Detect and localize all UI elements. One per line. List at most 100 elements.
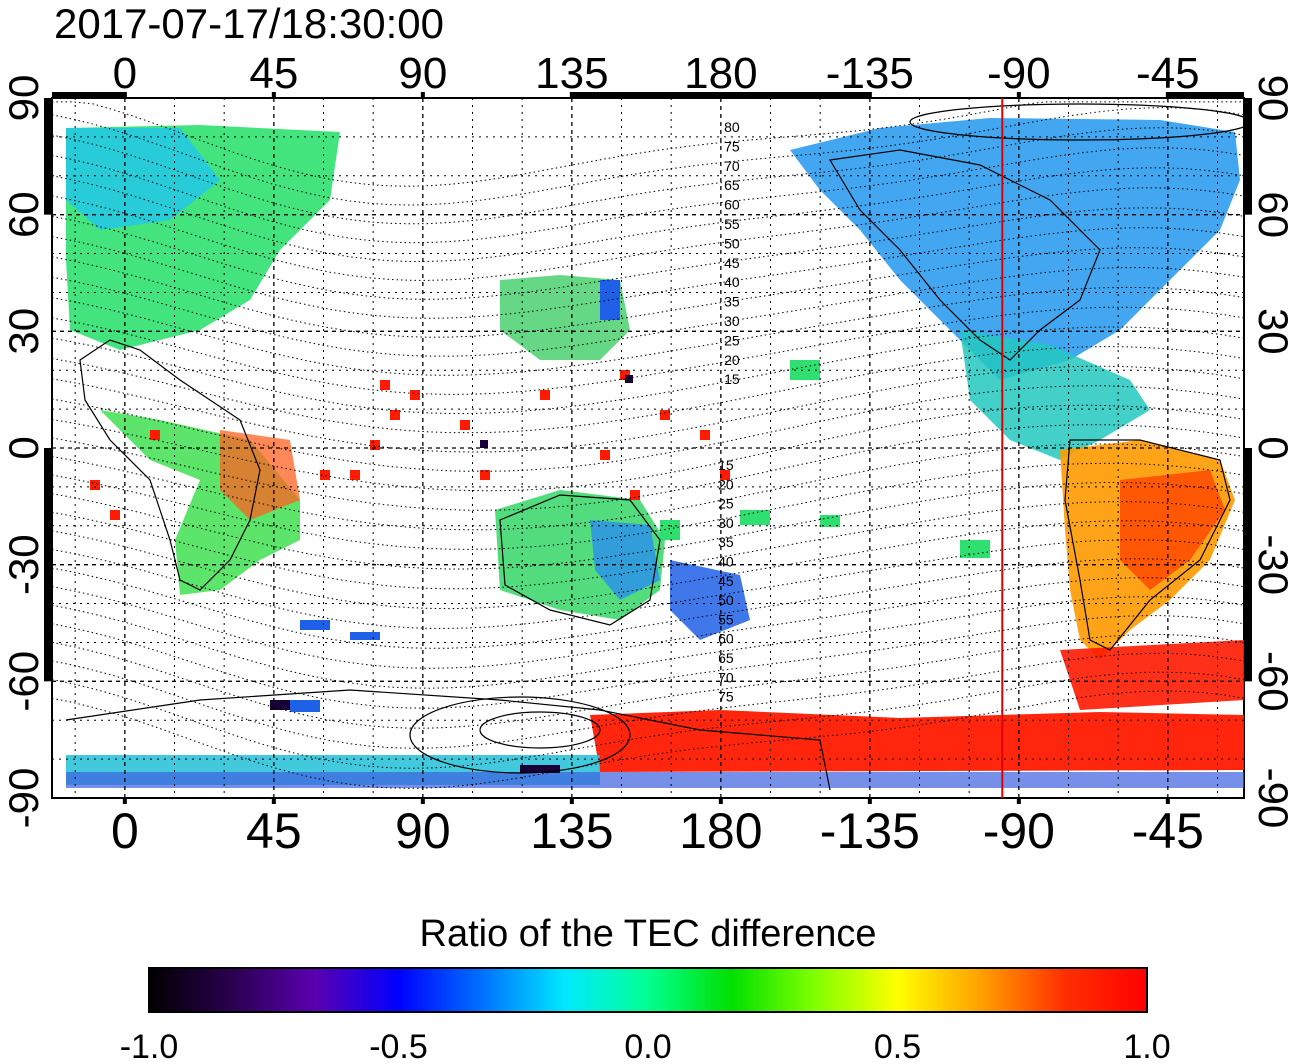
contour-label-north: 40: [724, 274, 740, 290]
south-pole-contour-inner: [479, 711, 601, 749]
south-pole-contour-outer: [409, 696, 631, 774]
contour-label-north: 60: [724, 197, 740, 213]
contour-label-south: 15: [718, 457, 734, 473]
magnetic-contour: [52, 443, 1244, 531]
contour-label-north: 50: [724, 235, 740, 251]
bottom-lon-tick-label: 135: [530, 803, 613, 859]
magnetic-contour: [52, 501, 1244, 590]
magnetic-contour: [52, 577, 1244, 669]
contour-label-north: 80: [724, 119, 740, 135]
magnetic-contour: [52, 404, 1244, 492]
magnetic-contour: [52, 101, 1244, 187]
contour-label-south: 70: [718, 669, 734, 685]
magnetic-contour: [52, 558, 1244, 649]
magnetic-contour: [52, 671, 1244, 769]
magnetic-contour: [52, 596, 1244, 689]
colorbar-tick-label: 0.0: [624, 1028, 671, 1064]
left-lat-tick-label: 30: [0, 308, 47, 355]
tec-scatter-blue: [290, 280, 620, 712]
magnetic-contour: [52, 286, 1244, 376]
magnetic-contour: [52, 615, 1244, 709]
magnetic-contour: [52, 690, 1244, 789]
right-lat-tick-label: -30: [1250, 534, 1296, 595]
contour-label-north: 75: [724, 138, 740, 154]
top-tick-mark: [271, 92, 276, 98]
top-tick-mark: [420, 92, 425, 98]
top-lon-tick-label: 0: [113, 49, 137, 98]
frame-ticks: [44, 92, 1252, 804]
tec-region-north-america: [790, 118, 1240, 380]
bottom-tick-mark: [122, 798, 127, 804]
contour-label-north: 35: [724, 294, 740, 310]
top-frame-bar: [1167, 92, 1244, 98]
bottom-lon-tick-label: -45: [1132, 803, 1204, 859]
right-lat-tick-label: 30: [1250, 308, 1296, 355]
left-lat-tick-label: -90: [0, 768, 47, 829]
tec-data-layer: [66, 118, 1244, 788]
tec-region-east-australia: [590, 520, 660, 600]
bottom-tick-mark: [420, 798, 425, 804]
magnetic-contour: [52, 520, 1244, 610]
colorbar-tick-label: -1.0: [120, 1028, 179, 1064]
contour-labels: 80 75 70 65 60 55 50 45 40 35 30 25 20 15 15 20 25 30 35 40…: [718, 119, 740, 705]
left-frame-bar: [44, 448, 52, 682]
magnetic-contour: [52, 365, 1244, 453]
contour-label-north: 30: [724, 313, 740, 329]
tec-region-central-america: [960, 330, 1150, 460]
left-lat-tick-label: 90: [0, 75, 47, 122]
contour-label-south: 45: [718, 573, 734, 589]
contour-label-south: 55: [718, 611, 734, 627]
top-frame-bar: [52, 92, 125, 98]
contour-label-south: 25: [718, 496, 734, 512]
bottom-tick-mark: [867, 798, 872, 804]
top-tick-mark: [1016, 92, 1021, 98]
coastline-layer: [65, 103, 1244, 791]
right-frame-bar: [1244, 98, 1252, 215]
bottom-tick-mark: [569, 798, 574, 804]
colorbar-tick-label: -0.5: [369, 1028, 428, 1064]
contour-label-south: 75: [718, 689, 734, 705]
contour-label-north: 20: [724, 352, 740, 368]
contour-label-south: 20: [718, 476, 734, 492]
magnetic-contour: [52, 187, 1244, 281]
magnetic-contour: [52, 539, 1244, 629]
magnetic-contour: [52, 346, 1244, 434]
contour-label-south: 35: [718, 534, 734, 550]
contour-label-north: 65: [724, 177, 740, 193]
timestamp: 2017-07-17/18:30:00: [54, 0, 444, 47]
bottom-lon-tick-label: -135: [820, 803, 920, 859]
contour-label-south: 30: [718, 515, 734, 531]
tec-region-antarctic-edge: [66, 772, 1244, 788]
tec-region-drake-passage: [1060, 640, 1244, 710]
contour-label-north: 70: [724, 158, 740, 174]
right-lat-tick-label: 90: [1250, 75, 1296, 122]
top-lon-tick-label: 135: [535, 49, 608, 98]
left-lat-tick-label: -60: [0, 651, 47, 712]
magnetic-contour: [52, 652, 1244, 749]
top-lon-tick-label: -45: [1136, 49, 1200, 98]
contour-label-south: 40: [718, 554, 734, 570]
right-frame-bar: [1244, 448, 1252, 682]
bottom-tick-mark: [718, 798, 723, 804]
magnetic-contour: [52, 247, 1244, 338]
tec-region-east-asia: [500, 275, 630, 360]
top-lon-tick-label: -90: [987, 49, 1051, 98]
right-lat-tick-label: -90: [1250, 768, 1296, 829]
magnetic-contour: [52, 633, 1244, 729]
magnetic-contours: [52, 101, 1244, 789]
bottom-lon-tick-label: 0: [111, 803, 139, 859]
bottom-tick-mark: [271, 798, 276, 804]
map-plot: 80 75 70 65 60 55 50 45 40 35 30 25 20 15 15 20 25 30 35 40…: [44, 92, 1252, 804]
tec-region-east-africa: [220, 430, 300, 520]
top-lon-tick-label: -135: [826, 49, 914, 98]
contour-label-south: 50: [718, 592, 734, 608]
contour-label-south: 65: [718, 650, 734, 666]
tec-scatter-green: [660, 360, 990, 558]
top-lon-tick-label: 180: [684, 49, 757, 98]
bottom-lon-tick-label: 180: [679, 803, 762, 859]
contour-label-north: 45: [724, 255, 740, 271]
tec-region-south-america-core: [1120, 470, 1225, 590]
magnetic-contour: [52, 127, 1244, 225]
bottom-lon-tick-label: -90: [983, 803, 1055, 859]
